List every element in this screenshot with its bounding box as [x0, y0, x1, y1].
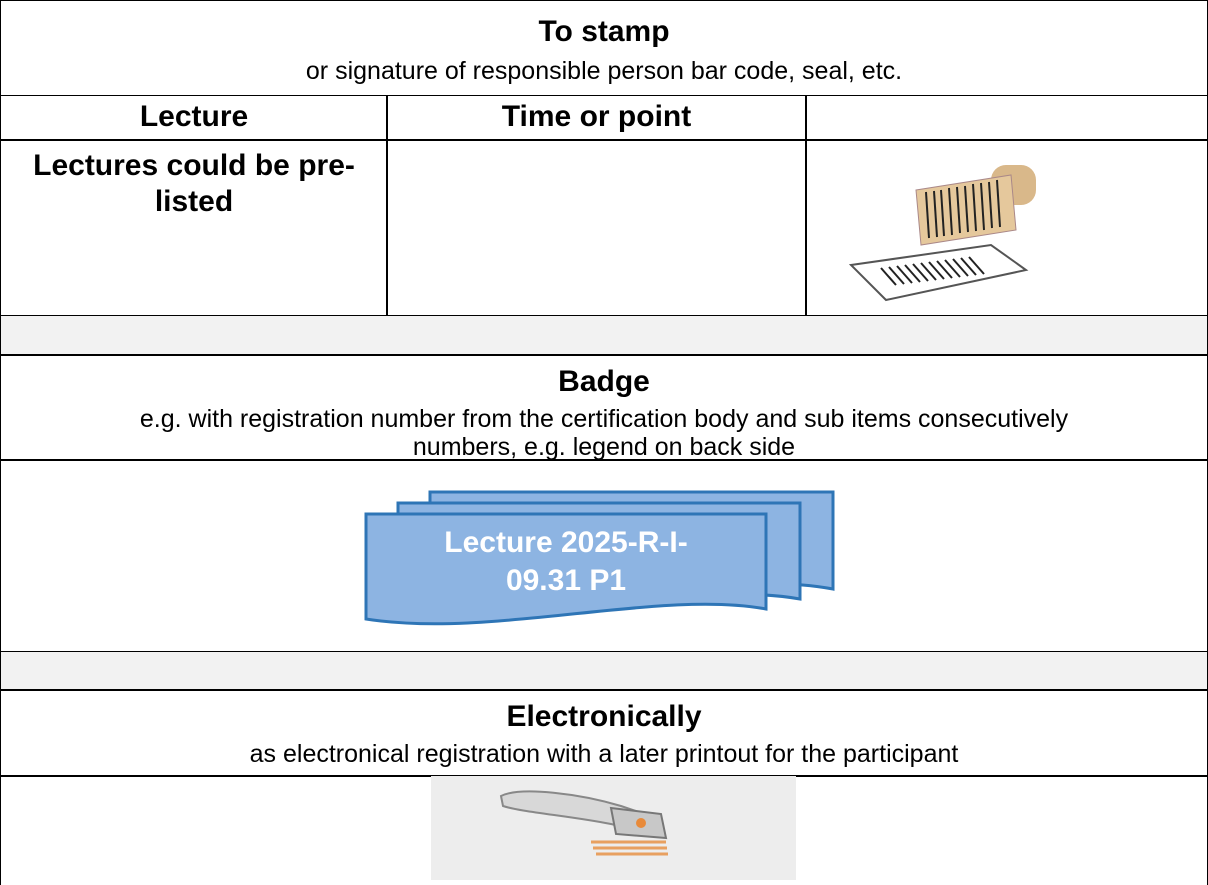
section-title: To stamp: [538, 15, 670, 48]
badge-image: Lecture 2025-R-I- 09.31 P1: [364, 490, 834, 625]
image-cell: [805, 139, 1208, 317]
scanner-cell: [0, 775, 1208, 885]
section-subtitle: e.g. with registration number from the c…: [139, 405, 1069, 461]
spacer-row: [0, 315, 1208, 356]
section-title: Badge: [558, 365, 650, 398]
header-cell: [805, 95, 1208, 141]
electronic-header: Electronically as electronical registrat…: [0, 689, 1208, 777]
badge-header: Badge e.g. with registration number from…: [0, 354, 1208, 461]
section-subtitle: as electronical registration with a late…: [249, 740, 959, 768]
section-title: Electronically: [506, 700, 702, 733]
header-cell: Lecture: [0, 95, 388, 141]
header-cell: Time or point: [386, 95, 807, 141]
badge-label: Lecture 2025-R-I-: [444, 526, 687, 559]
table-cell: Lectures could be pre-listed: [0, 139, 388, 317]
column-header: Lecture: [139, 100, 249, 133]
column-header: Time or point: [501, 100, 692, 133]
stamp-header: To stamp or signature of responsible per…: [0, 0, 1208, 96]
badge-cell: Lecture 2025-R-I- 09.31 P1: [0, 459, 1208, 653]
section-subtitle: or signature of responsible person bar c…: [305, 57, 903, 85]
scanner-image: [431, 776, 796, 880]
table-cell: [386, 139, 807, 317]
cell-text: Lectures could be pre-listed: [33, 149, 355, 218]
spacer-row: [0, 651, 1208, 691]
badge-label: 09.31 P1: [505, 564, 625, 597]
stamp-image: [848, 165, 1036, 302]
